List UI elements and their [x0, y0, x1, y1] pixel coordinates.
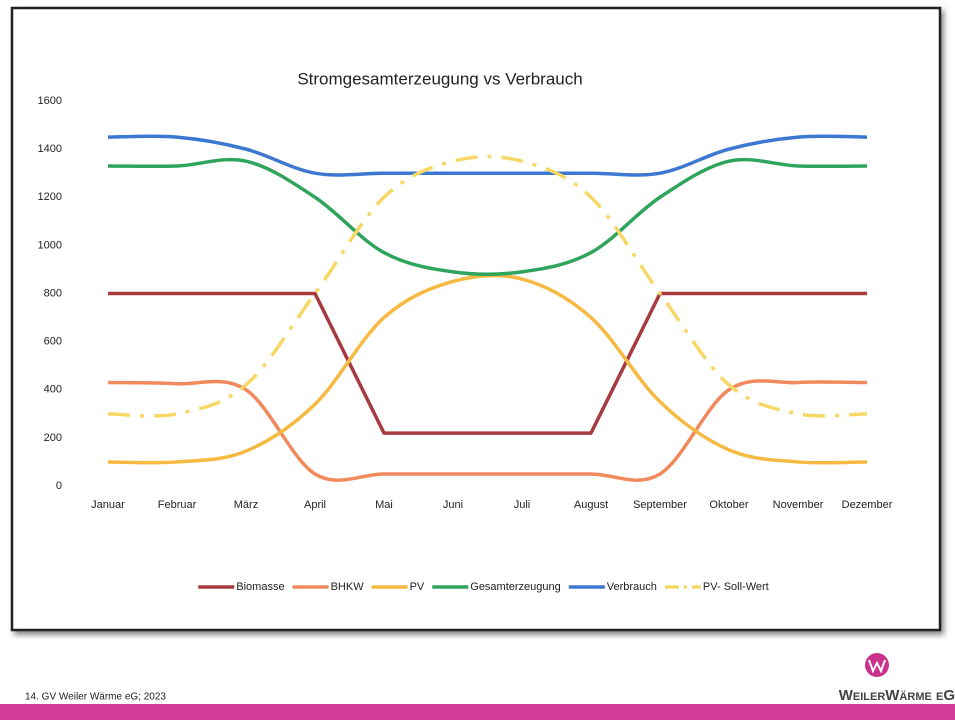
chart-title: Stromgesamterzeugung vs Verbrauch [297, 69, 582, 88]
y-tick-label: 1000 [38, 239, 62, 251]
x-tick-label: Oktober [709, 499, 748, 511]
chart-frame [10, 6, 942, 632]
y-tick-label: 0 [56, 480, 62, 492]
y-tick-label: 1400 [38, 143, 62, 155]
series-line [107, 379, 868, 482]
legend-label: Verbrauch [607, 581, 657, 593]
y-tick-label: 200 [44, 432, 62, 444]
plot: 0 200 400 600 800 1000 1200 1400 1600 Januar Febru… [38, 95, 893, 593]
x-tick-label: März [234, 499, 258, 511]
series-line [108, 291, 867, 435]
legend-label: Gesamterzeugung [470, 581, 561, 593]
y-tick-label: 1200 [38, 191, 62, 203]
x-tick-label: September [633, 499, 687, 511]
series-line [107, 134, 868, 177]
legend-label: Biomasse [236, 581, 284, 593]
logo-text: WeilerWärme eG [839, 687, 955, 704]
x-tick-label: April [304, 499, 326, 511]
series-line [107, 157, 868, 276]
x-tick-label: Juni [443, 499, 463, 511]
x-tick-label: Dezember [842, 499, 893, 511]
y-tick-label: 800 [44, 287, 62, 299]
x-tick-label: August [574, 499, 608, 511]
series-line [107, 154, 868, 418]
y-tick-label: 1600 [38, 95, 62, 107]
x-tick-label: Juli [514, 499, 531, 511]
x-tick-label: November [773, 499, 824, 511]
logo-w [868, 659, 886, 674]
legend: Biomasse BHKW PV Gesamterzeugung Verbrauch PV… [198, 581, 769, 593]
y-tick-label: 600 [44, 336, 62, 348]
legend-label: BHKW [331, 581, 365, 593]
x-tick-label: Mai [375, 499, 393, 511]
y-tick-label: 400 [44, 384, 62, 396]
footer-text: 14. GV Weiler Wärme eG; 2023 [25, 692, 166, 703]
footer-bar [0, 704, 955, 720]
x-tick-label: Februar [158, 499, 197, 511]
legend-label: PV- Soll-Wert [703, 581, 769, 593]
legend-label: PV [410, 581, 425, 593]
x-tick-label: Januar [91, 499, 125, 511]
